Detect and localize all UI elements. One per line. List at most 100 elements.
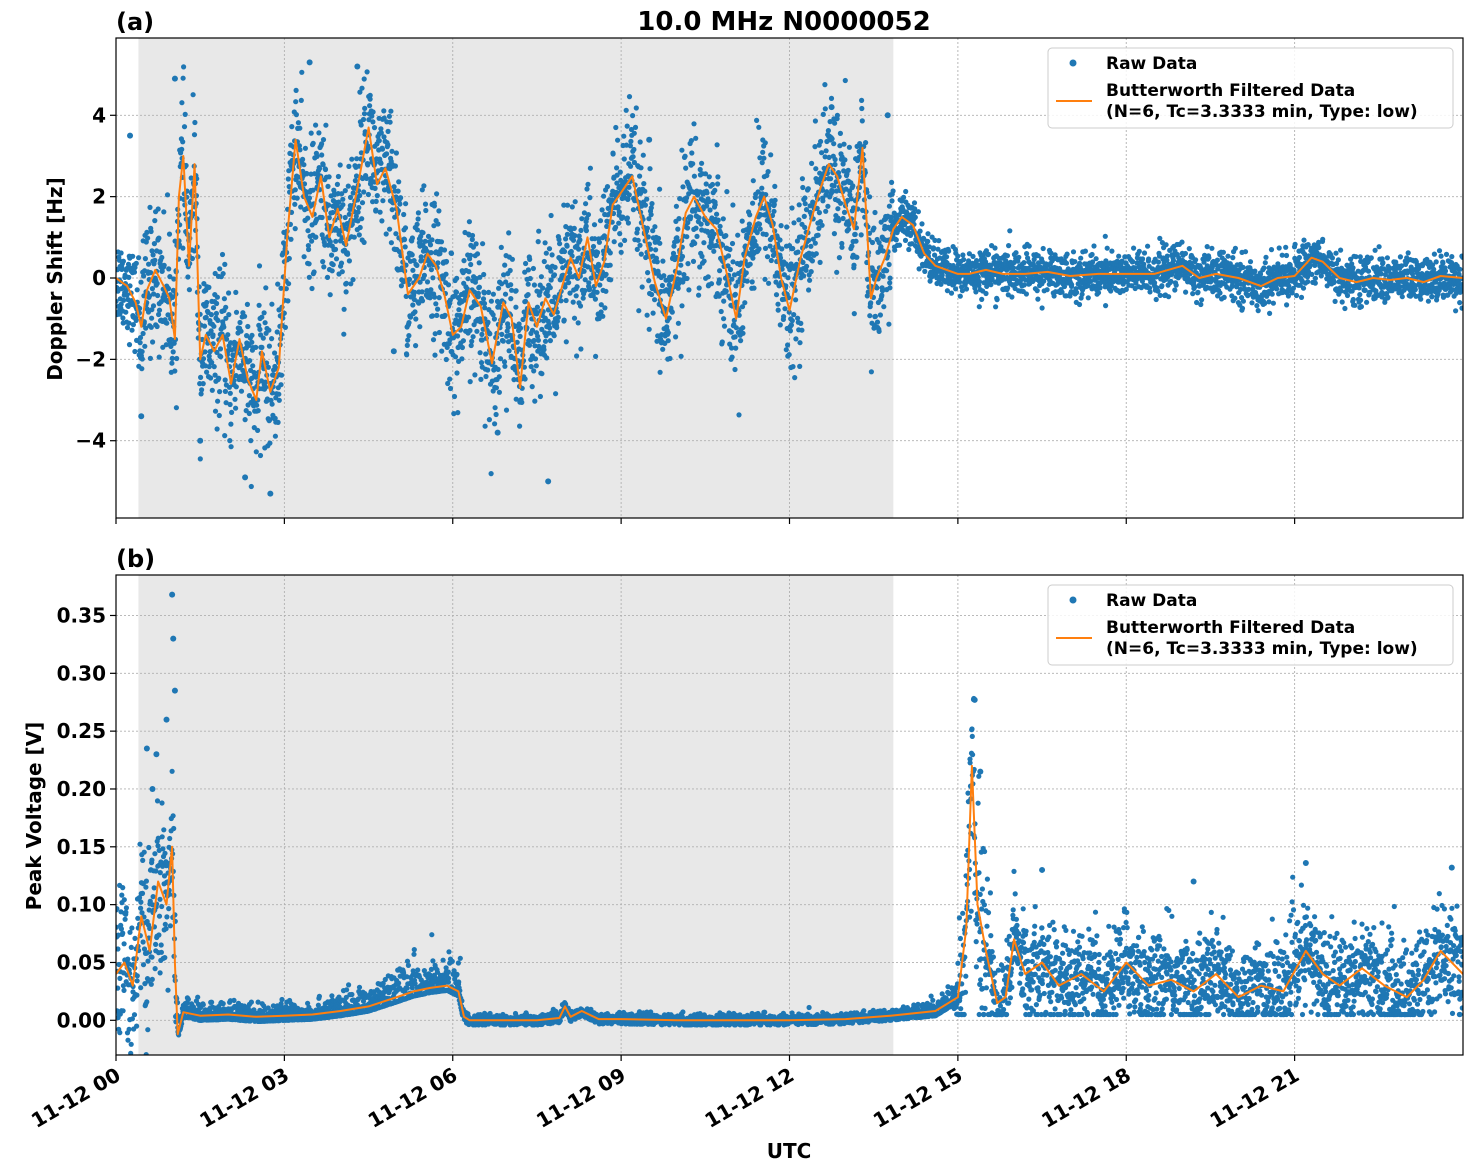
- raw-point: [232, 396, 238, 402]
- raw-point: [567, 270, 573, 276]
- raw-point: [799, 176, 806, 182]
- raw-point: [603, 271, 609, 277]
- raw-point: [810, 236, 816, 242]
- raw-point: [1109, 248, 1115, 254]
- raw-point: [495, 366, 501, 372]
- panel-a: (a) 10.0 MHz N0000052 Doppler Shift [Hz]…: [43, 7, 1464, 524]
- raw-point: [358, 122, 364, 128]
- raw-point: [578, 346, 584, 352]
- raw-point: [795, 315, 801, 321]
- raw-point: [854, 254, 860, 260]
- raw-point: [802, 201, 808, 207]
- raw-point: [872, 209, 878, 216]
- raw-point: [976, 304, 982, 310]
- raw-point: [152, 218, 158, 224]
- raw-point: [381, 187, 388, 193]
- raw-point: [561, 317, 567, 323]
- raw-point: [820, 187, 826, 193]
- raw-point: [598, 302, 604, 308]
- raw-point: [679, 253, 686, 260]
- raw-point: [1342, 305, 1348, 312]
- raw-point: [250, 363, 256, 369]
- raw-point: [596, 263, 602, 269]
- raw-point: [615, 204, 621, 210]
- raw-point: [346, 211, 352, 217]
- raw-point: [319, 141, 325, 147]
- raw-point: [566, 274, 572, 280]
- raw-point: [357, 192, 363, 199]
- raw-point: [1172, 287, 1178, 293]
- raw-point: [632, 124, 639, 130]
- raw-point: [563, 297, 569, 304]
- raw-point: [361, 111, 368, 117]
- raw-point: [704, 220, 710, 227]
- raw-point: [799, 327, 805, 333]
- raw-point: [1021, 282, 1027, 288]
- raw-point: [698, 221, 704, 227]
- raw-point: [718, 230, 724, 236]
- raw-point: [775, 301, 781, 307]
- raw-point: [216, 375, 222, 381]
- raw-point: [983, 290, 989, 297]
- raw-point: [616, 209, 622, 215]
- raw-point: [502, 262, 508, 268]
- raw-point: [253, 449, 259, 455]
- raw-point: [796, 202, 802, 208]
- raw-point: [537, 289, 543, 295]
- raw-point: [227, 438, 233, 444]
- raw-point: [1006, 243, 1012, 249]
- raw-point: [467, 327, 473, 334]
- raw-point: [506, 230, 512, 236]
- raw-point: [576, 246, 582, 252]
- raw-point: [1010, 265, 1017, 271]
- raw-point: [439, 348, 445, 354]
- raw-point: [644, 225, 651, 231]
- raw-point: [1329, 255, 1335, 261]
- raw-point: [1252, 268, 1258, 274]
- raw-point: [1040, 245, 1046, 252]
- raw-point: [630, 207, 637, 213]
- raw-point: [797, 363, 803, 369]
- raw-point: [886, 321, 892, 327]
- raw-point: [297, 125, 303, 131]
- raw-point: [384, 151, 390, 157]
- raw-point: [721, 298, 727, 304]
- raw-point: [762, 245, 769, 251]
- raw-point: [409, 252, 415, 258]
- raw-point: [703, 181, 709, 187]
- raw-point: [827, 119, 833, 125]
- raw-point: [481, 300, 488, 307]
- raw-point: [768, 152, 774, 158]
- raw-point: [1266, 299, 1272, 305]
- raw-point: [714, 211, 720, 217]
- raw-point: [657, 240, 663, 246]
- raw-point: [1232, 245, 1238, 251]
- raw-point: [785, 275, 791, 281]
- raw-point: [441, 247, 448, 253]
- raw-point: [1082, 248, 1088, 254]
- raw-point: [1024, 251, 1030, 257]
- raw-point: [217, 266, 223, 272]
- raw-point: [125, 261, 132, 267]
- raw-point: [149, 248, 155, 254]
- raw-point: [233, 405, 239, 411]
- raw-point: [320, 137, 327, 143]
- raw-point: [142, 256, 148, 262]
- raw-point: [133, 317, 139, 323]
- raw-point: [157, 249, 163, 255]
- raw-point: [377, 209, 383, 215]
- raw-point: [626, 184, 632, 190]
- raw-point: [1270, 300, 1276, 306]
- raw-point: [697, 264, 703, 270]
- raw-point: [410, 267, 416, 273]
- raw-point: [306, 246, 312, 253]
- raw-point: [1230, 255, 1236, 261]
- raw-point: [431, 223, 437, 229]
- raw-point: [169, 294, 176, 300]
- raw-point: [646, 326, 652, 332]
- raw-point: [1166, 294, 1172, 300]
- raw-point: [456, 307, 462, 313]
- raw-point: [548, 268, 554, 274]
- raw-point: [364, 175, 370, 181]
- raw-point: [876, 240, 882, 246]
